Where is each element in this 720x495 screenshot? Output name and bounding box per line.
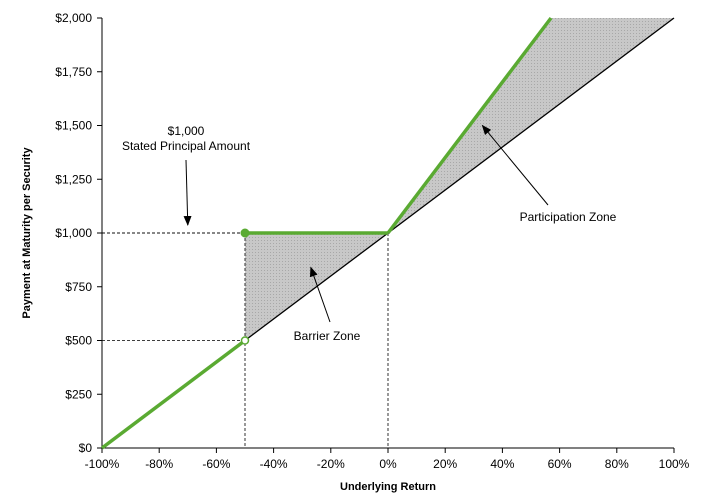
y-tick-label: $750: [65, 280, 92, 294]
y-tick-label: $1,000: [55, 226, 92, 240]
y-tick-label: $1,250: [55, 172, 92, 186]
filled-marker: [240, 228, 250, 238]
annotation-arrow: [309, 266, 331, 323]
y-tick-label: $2,000: [55, 11, 92, 25]
x-tick-label: 100%: [659, 457, 690, 471]
y-tick-label: $250: [65, 387, 92, 401]
series-line-payoff-participation: [386, 16, 553, 235]
x-tick-label: 40%: [490, 457, 514, 471]
x-tick-label: 0%: [379, 457, 397, 471]
annotation-text: Participation Zone: [520, 210, 617, 224]
x-tick-label: -80%: [145, 457, 173, 471]
x-tick-label: 60%: [548, 457, 572, 471]
y-tick-label: $1,750: [55, 65, 92, 79]
y-tick-label: $0: [79, 441, 93, 455]
x-tick-label: -100%: [85, 457, 120, 471]
y-axis-title: Payment at Maturity per Security: [21, 147, 33, 319]
x-tick-label: -20%: [317, 457, 345, 471]
annotation-text: $1,000: [168, 124, 205, 138]
annotation-arrow: [481, 124, 549, 206]
series-line-payoff-low: [100, 339, 247, 450]
y-tick-label: $500: [65, 334, 92, 348]
y-tick-label: $1,500: [55, 119, 92, 133]
x-tick-label: 20%: [433, 457, 457, 471]
x-tick-label: 80%: [605, 457, 629, 471]
axis-layer: -100% -80% -60% -40% -20% 0% 20% 40% 60% 80% 100% $…: [55, 11, 689, 471]
annotation-arrow: [183, 159, 192, 226]
open-marker: [240, 336, 250, 345]
annotation-text: Stated Principal Amount: [122, 139, 251, 153]
x-tick-label: -60%: [202, 457, 230, 471]
marker-layer: [240, 228, 250, 345]
line-layer: [100, 16, 675, 450]
annotation-text: Barrier Zone: [294, 329, 361, 343]
x-axis-title: Underlying Return: [340, 481, 436, 493]
x-tick-label: -40%: [260, 457, 288, 471]
